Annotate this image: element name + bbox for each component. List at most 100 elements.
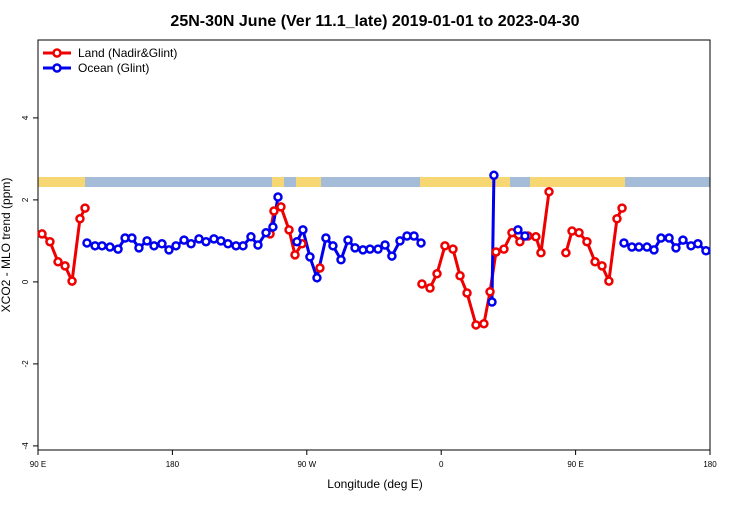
y-tick-label: -4	[21, 442, 30, 450]
data-point	[292, 236, 302, 247]
data-point	[223, 239, 233, 249]
data-point	[315, 263, 325, 273]
land-band	[296, 177, 321, 187]
data-point	[53, 257, 63, 267]
data-point	[45, 236, 55, 247]
data-point	[373, 244, 383, 254]
data-point	[515, 236, 525, 247]
data-point	[97, 241, 107, 251]
data-point	[60, 261, 70, 271]
data-point	[471, 320, 481, 330]
x-tick-label: 180	[166, 460, 180, 469]
data-point	[678, 235, 688, 245]
data-point	[142, 236, 152, 246]
data-point	[604, 276, 614, 286]
data-point	[693, 239, 703, 249]
legend-marker	[52, 63, 62, 73]
data-point	[582, 236, 592, 247]
legend-marker	[52, 48, 62, 58]
data-point	[671, 243, 681, 253]
y-tick-label: 2	[21, 197, 30, 202]
data-point	[273, 192, 283, 202]
data-point	[536, 248, 546, 258]
data-point	[157, 239, 167, 249]
data-point	[513, 225, 523, 235]
data-point	[134, 243, 144, 253]
data-point	[164, 245, 174, 255]
data-point	[113, 244, 123, 254]
data-point	[305, 252, 315, 262]
land-mask	[38, 177, 710, 187]
data-point	[574, 227, 584, 238]
data-point	[238, 241, 248, 251]
x-tick-label: 0	[439, 460, 444, 469]
legend-label: Ocean (Glint)	[78, 61, 149, 75]
data-point	[395, 236, 405, 246]
x-tick-label: 90 E	[567, 460, 583, 469]
data-point	[276, 202, 286, 212]
data-point	[268, 222, 278, 232]
data-point	[284, 225, 294, 235]
data-point	[491, 247, 501, 257]
data-point	[387, 251, 397, 261]
data-point	[350, 243, 360, 253]
data-point	[617, 203, 627, 213]
x-tick-label: 90 E	[30, 460, 46, 469]
plot-frame	[37, 39, 711, 451]
data-point	[448, 244, 458, 254]
data-point	[561, 248, 571, 258]
data-point	[531, 232, 541, 242]
data-point	[171, 241, 181, 251]
ocean-band	[38, 177, 710, 187]
data-point	[499, 244, 509, 254]
data-point	[455, 271, 465, 281]
data-point	[186, 239, 196, 249]
data-point	[37, 229, 47, 239]
data-point	[432, 268, 442, 279]
data-point	[656, 233, 666, 243]
data-point	[269, 206, 279, 216]
data-point	[149, 241, 159, 251]
chart-title: 25N-30N June (Ver 11.1_late) 2019-01-01 …	[170, 13, 579, 30]
x-tick-label: 90 W	[297, 460, 316, 469]
data-point	[462, 288, 472, 298]
data-point	[365, 244, 375, 254]
data-point	[75, 214, 85, 224]
y-tick-label: 4	[21, 115, 30, 120]
land-band	[530, 177, 625, 187]
data-point	[67, 276, 77, 286]
data-point	[201, 236, 211, 247]
data-point	[489, 170, 499, 181]
x-axis-label: Longitude (deg E)	[327, 477, 422, 491]
data-point	[485, 286, 495, 297]
data-point	[409, 231, 419, 241]
land-band	[272, 177, 284, 187]
data-point	[416, 238, 426, 248]
data-point	[253, 240, 263, 250]
data-point	[440, 241, 450, 251]
data-point	[520, 231, 530, 241]
data-point	[664, 233, 674, 243]
y-tick-label: 0	[21, 279, 30, 284]
x-tick-label: 180	[703, 460, 717, 469]
data-point	[261, 227, 271, 238]
data-point	[417, 279, 427, 289]
data-point	[487, 297, 497, 307]
data-point	[80, 203, 90, 213]
data-point	[298, 225, 308, 235]
data-point	[105, 242, 115, 252]
data-point	[246, 232, 256, 242]
data-point	[312, 273, 322, 283]
data-point	[701, 245, 711, 256]
data-point	[290, 250, 300, 260]
data-point	[336, 255, 346, 265]
data-point	[380, 240, 390, 250]
land-band	[420, 177, 510, 187]
data-point	[612, 214, 622, 224]
data-point	[479, 318, 489, 329]
data-point	[649, 245, 659, 255]
data-point	[179, 235, 189, 245]
data-point	[328, 241, 338, 251]
data-point	[343, 235, 353, 245]
